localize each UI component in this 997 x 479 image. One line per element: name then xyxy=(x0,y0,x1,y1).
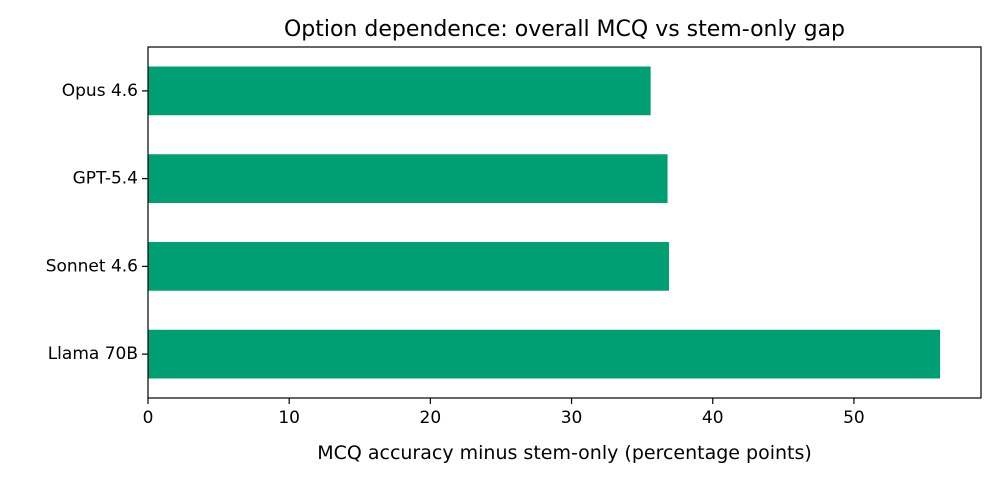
y-tick-label: Opus 4.6 xyxy=(62,81,138,101)
chart-title: Option dependence: overall MCQ vs stem-o… xyxy=(284,17,845,42)
x-tick-label: 20 xyxy=(420,408,442,428)
y-tick-label: Llama 70B xyxy=(48,344,138,364)
x-tick-label: 50 xyxy=(843,408,865,428)
bars-layer xyxy=(148,66,941,379)
y-axis-ticks: Opus 4.6 GPT-5.4 Sonnet 4.6 Llama 70B xyxy=(46,81,148,364)
bar-sonnet-4-6 xyxy=(148,242,669,291)
x-tick-label: 0 xyxy=(143,408,154,428)
x-tick-label: 10 xyxy=(278,408,300,428)
bar-gpt-5-4 xyxy=(148,154,668,203)
bar-llama-70b xyxy=(148,329,941,379)
x-tick-label: 40 xyxy=(702,408,724,428)
bar-opus-4-6 xyxy=(148,66,651,116)
plot-frame xyxy=(147,46,982,399)
y-tick-label: GPT-5.4 xyxy=(73,169,138,189)
x-tick-label: 30 xyxy=(561,408,583,428)
y-tick-label: Sonnet 4.6 xyxy=(46,256,138,276)
x-axis-label: MCQ accuracy minus stem-only (percentage… xyxy=(317,442,812,464)
x-axis-ticks: 0 10 20 30 40 50 xyxy=(143,398,865,428)
